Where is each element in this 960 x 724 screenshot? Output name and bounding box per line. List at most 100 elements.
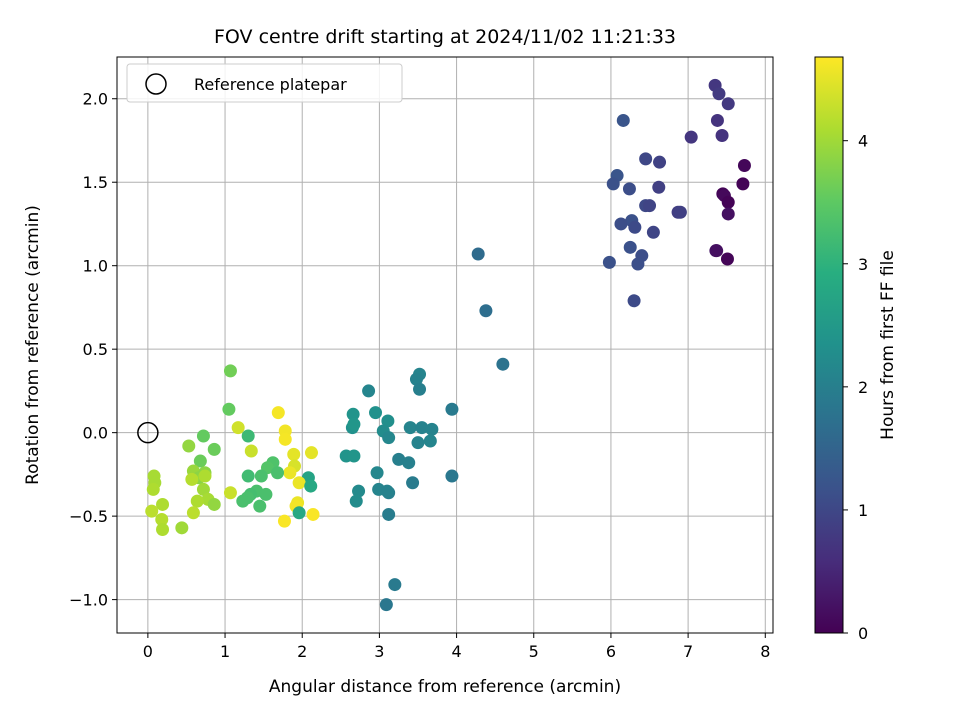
x-tick-label: 4: [451, 642, 461, 661]
data-point: [425, 422, 439, 436]
data-point: [402, 456, 416, 470]
data-point: [652, 180, 666, 194]
data-point: [737, 159, 751, 173]
colorbar-tick-label: 1: [858, 501, 868, 520]
data-point: [496, 357, 510, 371]
colorbar-gradient: [814, 56, 844, 634]
data-point: [653, 155, 667, 169]
y-tick-label: 0.5: [83, 340, 108, 359]
data-point: [639, 152, 653, 166]
data-point: [292, 506, 306, 520]
y-tick-label: −1.0: [69, 591, 108, 610]
x-tick-label: 1: [220, 642, 230, 661]
data-point: [622, 182, 636, 196]
data-point: [673, 205, 687, 219]
data-point: [411, 436, 425, 450]
y-tick-label: 2.0: [83, 90, 108, 109]
data-point: [445, 469, 459, 483]
data-point: [628, 220, 642, 234]
data-point: [347, 449, 361, 463]
data-point: [606, 177, 620, 191]
legend-label: Reference platepar: [194, 75, 347, 94]
data-point: [241, 429, 255, 443]
data-point: [736, 177, 750, 191]
data-point: [415, 421, 429, 435]
data-point: [445, 402, 459, 416]
data-point: [392, 452, 406, 466]
data-point: [278, 432, 292, 446]
data-point: [406, 476, 420, 490]
x-tick-label: 6: [606, 642, 616, 661]
data-point: [259, 487, 273, 501]
colorbar-tick-label: 2: [858, 378, 868, 397]
data-point: [175, 521, 189, 535]
data-point: [207, 497, 221, 511]
data-point: [182, 439, 196, 453]
legend-box: [126, 63, 403, 103]
data-point: [623, 240, 637, 254]
data-point: [156, 497, 170, 511]
data-point: [271, 406, 285, 420]
data-point: [413, 382, 427, 396]
y-tick-label: 0.0: [83, 424, 108, 443]
data-point: [196, 429, 210, 443]
data-point: [236, 494, 250, 508]
x-tick-label: 2: [297, 642, 307, 661]
plot-frame: [116, 56, 774, 634]
data-point: [146, 482, 160, 496]
data-point: [304, 479, 318, 493]
colorbar-tick-label: 0: [858, 624, 868, 643]
data-point: [155, 512, 169, 526]
data-point: [304, 446, 318, 460]
data-point: [253, 499, 267, 513]
data-point: [223, 364, 237, 378]
y-axis: −1.0 −0.5 0.0 0.5 1.0 1.5 2.0: [69, 90, 117, 610]
colorbar-label: Hours from first FF file: [878, 250, 898, 440]
legend-marker-open-circle: [145, 73, 167, 95]
data-point: [382, 431, 396, 445]
data-point: [207, 442, 221, 456]
data-point: [277, 514, 291, 528]
legend: Reference platepar: [126, 63, 403, 103]
x-tick-label: 3: [374, 642, 384, 661]
data-point: [710, 244, 724, 258]
data-point: [720, 252, 734, 266]
data-point: [185, 472, 199, 486]
reference-point-marker: [137, 421, 159, 444]
data-point: [423, 434, 437, 448]
data-point: [616, 113, 630, 127]
data-point: [283, 466, 297, 480]
data-point: [145, 504, 159, 518]
data-points: [145, 78, 751, 612]
data-point: [287, 447, 301, 461]
data-point: [198, 469, 212, 483]
data-point: [196, 482, 210, 496]
data-point: [231, 421, 245, 435]
data-point: [254, 469, 268, 483]
data-point: [346, 407, 360, 421]
data-point: [190, 494, 204, 508]
x-tick-label: 5: [529, 642, 539, 661]
x-axis: 0 1 2 3 4 5 6 7 8: [143, 633, 770, 661]
data-point: [643, 199, 657, 213]
data-point: [715, 128, 729, 142]
data-point: [721, 195, 735, 209]
data-point: [292, 476, 306, 490]
grid-lines: [117, 57, 773, 633]
y-tick-label: −0.5: [69, 507, 108, 526]
data-point: [721, 207, 735, 221]
data-point: [193, 454, 207, 468]
data-point: [409, 372, 423, 386]
data-point: [712, 87, 726, 101]
data-point: [646, 225, 660, 239]
y-tick-label: 1.0: [83, 257, 108, 276]
data-point: [306, 507, 320, 521]
data-point: [244, 444, 258, 458]
data-point: [156, 522, 170, 536]
x-tick-label: 7: [683, 642, 693, 661]
data-point: [222, 402, 236, 416]
data-point: [627, 294, 641, 308]
data-point: [362, 384, 376, 398]
y-tick-label: 1.5: [83, 173, 108, 192]
